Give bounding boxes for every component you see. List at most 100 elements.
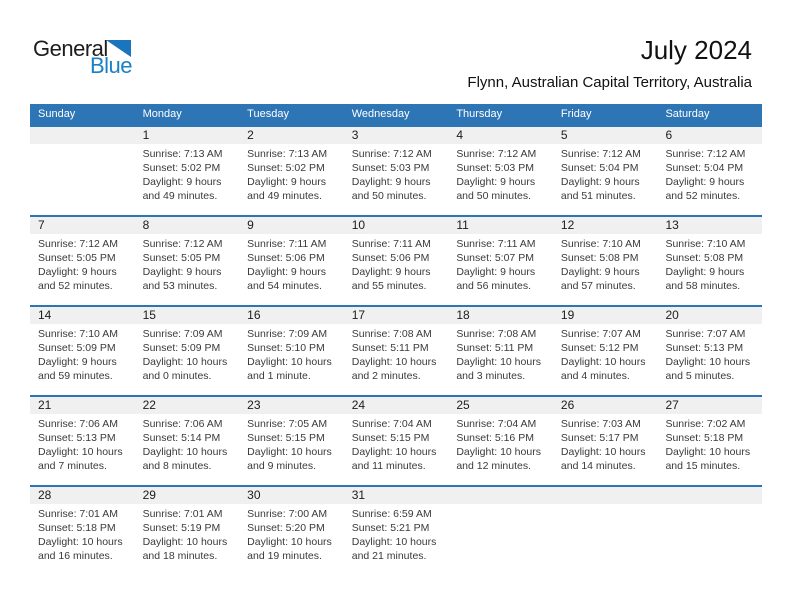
day-cell: 5 Sunrise: 7:12 AM Sunset: 5:04 PM Daylight… [553,127,658,215]
weekday-header-monday: Monday [142,108,182,120]
day-cell: 1 Sunrise: 7:13 AM Sunset: 5:02 PM Daylight… [135,127,240,215]
day-number: 5 [560,128,568,142]
sunset-text: Sunset: 5:09 PM [38,342,116,354]
sunrise-text: Sunrise: 7:12 AM [38,238,118,250]
sunset-text: Sunset: 5:05 PM [142,252,221,264]
sunrise-text: Sunrise: 7:05 AM [247,418,328,430]
daylight-text-line2: and 1 minute. [247,370,311,382]
sunrise-text: Sunrise: 7:11 AM [351,238,431,250]
week-row: 1 Sunrise: 7:13 AM Sunset: 5:02 PM Daylight… [30,125,762,215]
day-cell: 30 Sunrise: 7:00 AM Sunset: 5:20 PM Dayligh… [239,487,344,575]
day-number: 11 [456,218,469,232]
daylight-text-line2: and 56 minutes. [456,280,532,292]
day-number: 26 [560,398,575,412]
daylight-text-line1: Daylight: 9 hours [351,266,431,278]
sunset-text: Sunset: 5:06 PM [351,252,430,264]
day-cell: 13 Sunrise: 7:10 AM Sunset: 5:08 PM Dayligh… [657,217,762,305]
weeks-container: 1 Sunrise: 7:13 AM Sunset: 5:02 PM Daylight… [30,125,762,575]
weekday-header-wednesday: Wednesday [351,108,410,120]
empty-day-cell [30,127,135,215]
day-number: 15 [142,308,156,322]
sunrise-text: Sunrise: 7:06 AM [38,418,118,430]
day-cell: 22 Sunrise: 7:06 AM Sunset: 5:14 PM Dayligh… [135,397,240,485]
day-details: Sunrise: 7:09 AM Sunset: 5:09 PM Daylight:… [143,327,235,383]
day-details: Sunrise: 7:09 AM Sunset: 5:10 PM Daylight:… [247,327,339,383]
day-cell: 24 Sunrise: 7:04 AM Sunset: 5:15 PM Dayligh… [344,397,449,485]
daylight-text-line1: Daylight: 10 hours [351,446,437,458]
day-number: 10 [351,218,366,232]
sunset-text: Sunset: 5:04 PM [560,162,639,174]
week-row: 28 Sunrise: 7:01 AM Sunset: 5:18 PM Dayligh… [30,485,762,575]
day-number-band [30,397,762,414]
daylight-text-line2: and 49 minutes. [142,190,218,202]
daylight-text-line2: and 51 minutes. [560,190,636,202]
sunrise-text: Sunrise: 7:00 AM [247,508,328,520]
daylight-text-line2: and 7 minutes. [38,460,107,472]
sunset-text: Sunset: 5:18 PM [38,522,116,534]
sunrise-text: Sunrise: 7:09 AM [142,328,223,340]
daylight-text-line1: Daylight: 10 hours [142,536,228,548]
page-title: July 2024 [640,35,752,65]
day-cell: 14 Sunrise: 7:10 AM Sunset: 5:09 PM Dayligh… [30,307,135,395]
daylight-text-line1: Daylight: 10 hours [142,446,228,458]
sunrise-text: Sunrise: 7:07 AM [560,328,641,340]
day-cell: 4 Sunrise: 7:12 AM Sunset: 5:03 PM Daylight… [448,127,553,215]
day-cell: 17 Sunrise: 7:08 AM Sunset: 5:11 PM Dayligh… [344,307,449,395]
day-details: Sunrise: 7:00 AM Sunset: 5:20 PM Daylight:… [247,507,339,563]
daylight-text-line1: Daylight: 10 hours [351,536,437,548]
day-details: Sunrise: 7:08 AM Sunset: 5:11 PM Daylight:… [456,327,548,383]
sunrise-text: Sunrise: 7:01 AM [142,508,223,520]
daylight-text-line1: Daylight: 10 hours [351,356,437,368]
daylight-text-line2: and 50 minutes. [351,190,427,202]
day-details: Sunrise: 7:10 AM Sunset: 5:09 PM Daylight:… [38,327,130,383]
day-number: 4 [456,128,463,142]
sunrise-text: Sunrise: 7:03 AM [560,418,641,430]
day-details: Sunrise: 7:12 AM Sunset: 5:05 PM Daylight:… [143,237,235,293]
sunset-text: Sunset: 5:02 PM [247,162,325,174]
day-details: Sunrise: 7:04 AM Sunset: 5:16 PM Daylight:… [456,417,548,473]
sunset-text: Sunset: 5:05 PM [38,252,116,264]
daylight-text-line1: Daylight: 10 hours [665,356,751,368]
sunset-text: Sunset: 5:03 PM [351,162,430,174]
sunrise-text: Sunrise: 7:07 AM [665,328,746,340]
daylight-text-line1: Daylight: 10 hours [142,356,228,368]
day-cell: 6 Sunrise: 7:12 AM Sunset: 5:04 PM Daylight… [657,127,762,215]
logo-text-general: General [33,36,108,61]
empty-day-cell [657,487,762,575]
day-details: Sunrise: 7:12 AM Sunset: 5:04 PM Daylight:… [665,147,757,203]
daylight-text-line1: Daylight: 10 hours [38,446,123,458]
day-cell: 12 Sunrise: 7:10 AM Sunset: 5:08 PM Dayligh… [553,217,658,305]
day-number: 2 [247,128,254,142]
daylight-text-line2: and 0 minutes. [142,370,212,382]
sunset-text: Sunset: 5:02 PM [142,162,221,174]
day-number: 6 [665,128,673,142]
daylight-text-line2: and 2 minutes. [351,370,421,382]
daylight-text-line2: and 15 minutes. [665,460,741,472]
daylight-text-line1: Daylight: 10 hours [38,536,123,548]
sunset-text: Sunset: 5:15 PM [351,432,430,444]
daylight-text-line1: Daylight: 9 hours [456,176,536,188]
day-number: 17 [351,308,366,322]
daylight-text-line1: Daylight: 9 hours [456,266,536,278]
daylight-text-line1: Daylight: 9 hours [560,176,640,188]
sunrise-text: Sunrise: 7:11 AM [247,238,327,250]
sunrise-text: Sunrise: 7:10 AM [665,238,746,250]
sunrise-text: Sunrise: 7:10 AM [38,328,118,340]
day-number: 25 [456,398,470,412]
day-number: 1 [142,128,150,142]
weekday-header-saturday: Saturday [665,108,710,120]
daylight-text-line1: Daylight: 10 hours [560,356,646,368]
day-details: Sunrise: 7:12 AM Sunset: 5:05 PM Daylight:… [38,237,130,293]
day-cell: 3 Sunrise: 7:12 AM Sunset: 5:03 PM Daylight… [344,127,449,215]
daylight-text-line1: Daylight: 9 hours [560,266,640,278]
day-details: Sunrise: 7:03 AM Sunset: 5:17 PM Daylight:… [561,417,653,473]
day-details: Sunrise: 7:12 AM Sunset: 5:04 PM Daylight:… [561,147,653,203]
sunrise-text: Sunrise: 7:12 AM [560,148,641,160]
day-details: Sunrise: 7:05 AM Sunset: 5:15 PM Daylight:… [247,417,339,473]
sunset-text: Sunset: 5:16 PM [456,432,534,444]
sunset-text: Sunset: 5:07 PM [456,252,534,264]
sunset-text: Sunset: 5:03 PM [456,162,534,174]
day-number [456,487,548,504]
day-number: 28 [38,488,52,502]
sunset-text: Sunset: 5:14 PM [142,432,221,444]
